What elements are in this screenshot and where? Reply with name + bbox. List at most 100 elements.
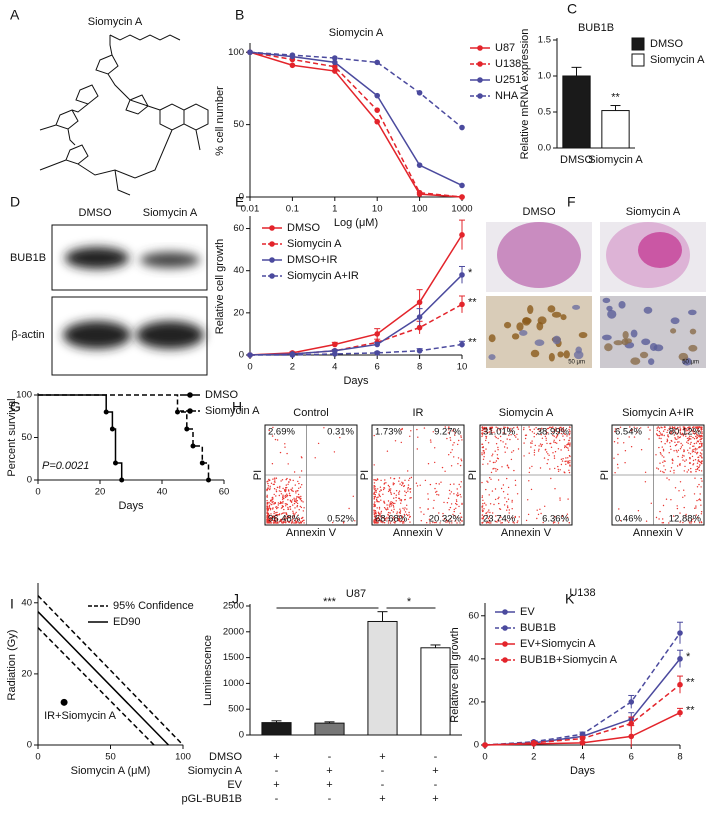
event-dot	[566, 435, 568, 437]
event-dot	[482, 428, 484, 430]
event-dot	[267, 485, 270, 487]
event-dot	[269, 485, 271, 487]
event-dot	[292, 499, 294, 501]
y-tick-label: 100	[16, 390, 32, 401]
x-tick-label: 50	[105, 752, 116, 763]
event-dot	[689, 447, 691, 449]
event-dot	[531, 440, 533, 442]
event-dot	[614, 430, 616, 433]
event-dot	[658, 518, 660, 520]
legend-marker	[187, 408, 193, 414]
event-dot	[392, 516, 394, 518]
event-dot	[553, 457, 556, 459]
event-dot	[670, 430, 672, 433]
condition-sign: -	[328, 751, 332, 763]
event-dot	[455, 507, 457, 509]
y-tick-label: 2000	[223, 626, 244, 637]
point	[677, 656, 683, 662]
bond	[39, 124, 57, 131]
legend-label: EV	[520, 606, 535, 618]
event-dot	[273, 493, 275, 496]
event-dot	[373, 434, 375, 437]
event-dot	[566, 513, 569, 515]
flow-y-label: PI	[599, 470, 611, 480]
event-dot	[499, 435, 502, 438]
event-dot	[488, 494, 490, 496]
event-dot	[387, 500, 390, 502]
cell-nucleus	[613, 340, 624, 346]
event-dot	[491, 427, 493, 430]
event-point	[199, 460, 205, 466]
scale-bar: 50 μm	[568, 360, 585, 366]
event-dot	[395, 494, 397, 496]
event-dot	[446, 437, 448, 440]
event-dot	[696, 451, 699, 454]
event-dot	[416, 448, 418, 450]
event-dot	[697, 434, 699, 436]
event-dot	[675, 428, 678, 430]
event-dot	[483, 508, 485, 510]
event-dot	[390, 488, 392, 490]
event-dot	[529, 429, 531, 431]
event-dot	[269, 516, 272, 519]
chart-title: BUB1B	[578, 22, 614, 34]
event-dot	[298, 497, 301, 499]
event-dot	[679, 448, 682, 450]
event-dot	[377, 520, 379, 522]
event-dot	[546, 451, 548, 453]
flow-title: IR	[413, 407, 424, 419]
event-dot	[295, 499, 297, 501]
tumor	[638, 232, 682, 268]
event-dot	[445, 521, 447, 523]
event-dot	[509, 428, 511, 431]
x-tick-label: 10	[457, 362, 468, 373]
event-dot	[569, 460, 571, 462]
event-dot	[693, 438, 696, 440]
event-dot	[503, 427, 505, 430]
event-dot	[380, 516, 382, 518]
event-dot	[374, 512, 377, 514]
event-dot	[681, 444, 684, 446]
event-dot	[569, 437, 571, 439]
event-dot	[700, 460, 703, 463]
event-dot	[689, 458, 691, 460]
event-dot	[376, 507, 378, 509]
event-dot	[682, 433, 684, 435]
event-dot	[694, 451, 696, 453]
event-dot	[415, 482, 418, 484]
blot-column: DMSO	[79, 207, 112, 219]
point	[247, 49, 253, 56]
blot-row: BUB1B	[10, 252, 46, 264]
flow-x-label: Annexin V	[286, 527, 337, 539]
event-dot	[686, 432, 688, 435]
significance: *	[407, 596, 412, 608]
event-dot	[299, 505, 301, 508]
event-dot	[552, 452, 554, 454]
ring	[55, 109, 79, 130]
event-dot	[293, 514, 295, 516]
event-dot	[399, 483, 401, 485]
event-dot	[617, 442, 619, 444]
event-dot	[558, 428, 561, 431]
event-dot	[486, 432, 488, 435]
event-dot	[696, 499, 698, 502]
event-dot	[536, 509, 538, 511]
event-dot	[273, 488, 276, 490]
event-dot	[290, 522, 293, 524]
event-dot	[400, 502, 402, 504]
y-tick-label: 0.5	[538, 107, 551, 118]
bar	[420, 647, 451, 736]
event-dot	[484, 427, 486, 429]
event-dot	[407, 488, 409, 490]
event-dot	[671, 440, 673, 442]
event-dot	[461, 439, 463, 441]
event-dot	[302, 510, 304, 512]
event-dot	[517, 520, 519, 522]
legend-label: ED90	[113, 616, 141, 628]
event-dot	[500, 487, 503, 490]
event-dot	[490, 471, 493, 474]
event-dot	[458, 483, 460, 486]
event-dot	[692, 430, 694, 432]
event-dot	[514, 479, 517, 482]
event-dot	[407, 486, 409, 489]
